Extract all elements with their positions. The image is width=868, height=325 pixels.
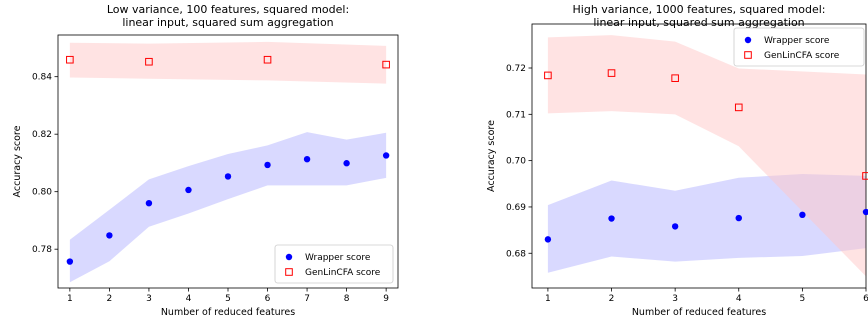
legend-marker-genlincfa [744, 51, 752, 59]
x-tick-label: 2 [609, 294, 615, 304]
chart-title: Low variance, 100 features, squared mode… [107, 3, 349, 16]
data-point-wrapper [303, 156, 311, 163]
y-axis-label: Accuracy score [12, 125, 23, 197]
data-point-wrapper [145, 199, 153, 207]
series-band-wrapper [69, 132, 387, 283]
data-point-wrapper [382, 152, 390, 159]
data-point-wrapper [264, 161, 271, 169]
x-tick-label: 2 [107, 294, 113, 304]
data-point-genlincfa [862, 172, 868, 180]
x-tick-label: 5 [800, 294, 806, 304]
chart-title: High variance, 1000 features, squared mo… [573, 3, 826, 16]
y-tick-label: 0.71 [506, 110, 526, 120]
data-point-wrapper [862, 208, 868, 216]
data-point-genlincfa [607, 69, 616, 77]
x-tick-label: 1 [545, 294, 551, 304]
data-point-wrapper [224, 173, 232, 180]
y-tick-label: 0.84 [32, 73, 52, 83]
legend-marker-wrapper [285, 253, 293, 261]
legend-label: GenLinCFA score [764, 51, 840, 61]
series-band-genlincfa [69, 41, 387, 84]
data-point-wrapper [671, 223, 679, 230]
y-tick-label: 0.80 [32, 188, 52, 198]
x-tick-label: 7 [304, 294, 310, 304]
y-tick-label: 0.78 [32, 245, 52, 255]
legend-box [274, 244, 394, 284]
data-point-wrapper [66, 258, 74, 265]
legend: Wrapper score GenLinCFA score [733, 27, 865, 67]
legend-marker-genlincfa [285, 268, 293, 276]
y-tick-label: 0.70 [506, 157, 526, 167]
y-tick-label: 0.68 [506, 249, 526, 259]
legend-label: Wrapper score [305, 253, 371, 263]
x-tick-label: 3 [146, 294, 152, 304]
data-point-wrapper [343, 160, 350, 167]
y-tick-label: 0.69 [506, 203, 526, 213]
data-point-genlincfa [263, 55, 272, 64]
legend-label: Wrapper score [764, 36, 830, 46]
x-axis-label: Number of reduced features [161, 307, 295, 318]
x-tick-label: 4 [736, 294, 742, 304]
data-point-wrapper [106, 232, 113, 239]
data-point-genlincfa [544, 71, 552, 80]
legend-box [733, 27, 865, 67]
data-point-wrapper [799, 211, 806, 219]
legend-marker-wrapper [744, 36, 752, 44]
y-axis-label: Accuracy score [486, 120, 497, 192]
plot-frame [531, 23, 867, 289]
x-axis-label: Number of reduced features [632, 307, 766, 318]
chart-left: 1 2 3 4 5 6 7 8 9 0.78 0.80 0.82 0.84 Low variance, 1… [12, 3, 399, 318]
y-tick-label: 0.72 [506, 64, 526, 74]
data-point-genlincfa [671, 74, 679, 82]
data-point-wrapper [735, 214, 742, 222]
data-point-genlincfa [66, 55, 74, 64]
data-point-wrapper [608, 215, 615, 222]
legend-label: GenLinCFA score [305, 268, 381, 278]
chart-title: linear input, squared sum aggregation [122, 16, 333, 29]
x-tick-label: 3 [672, 294, 678, 304]
x-tick-label: 6 [265, 294, 271, 304]
series-band-wrapper [547, 174, 866, 273]
data-point-genlincfa [382, 60, 390, 69]
legend: Wrapper score GenLinCFA score [274, 244, 394, 284]
chart-title: linear input, squared sum aggregation [593, 16, 804, 29]
y-tick-label: 0.82 [32, 130, 52, 140]
data-point-genlincfa [734, 103, 743, 112]
data-point-wrapper [185, 186, 192, 194]
x-tick-label: 4 [186, 294, 192, 304]
data-point-wrapper [544, 236, 552, 243]
x-tick-label: 8 [344, 294, 350, 304]
x-tick-label: 5 [225, 294, 231, 304]
series-band-genlincfa [547, 35, 866, 277]
data-point-genlincfa [145, 57, 153, 66]
chart-right: 1 2 3 4 5 6 0.68 0.69 0.70 0.71 0.72 High variance,… [486, 3, 868, 318]
x-tick-label: 6 [863, 294, 868, 304]
x-tick-label: 9 [383, 294, 389, 304]
x-tick-label: 1 [67, 294, 73, 304]
